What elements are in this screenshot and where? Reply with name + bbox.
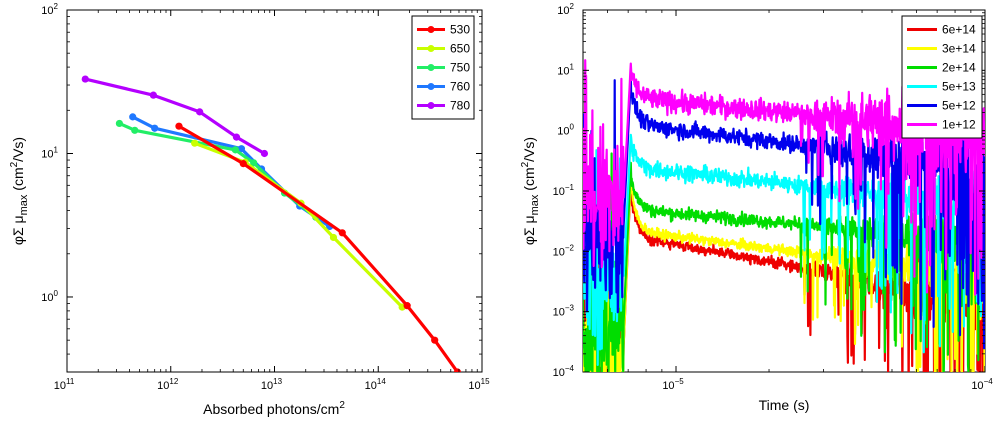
left-data-point-750 — [131, 126, 139, 134]
left-data-point-760 — [151, 124, 159, 132]
left-data-point-760 — [237, 145, 246, 153]
right-x-axis-label: Time (s) — [759, 397, 810, 413]
right-legend-label: 5e+13 — [942, 80, 976, 94]
left-data-point-530 — [431, 336, 439, 344]
right-y-tick-label: 10−2 — [553, 243, 575, 258]
left-legend-label: 530 — [450, 23, 470, 37]
right-legend-label: 6e+14 — [942, 23, 976, 37]
left-legend: 530 650 750 760 780 — [411, 15, 475, 120]
left-x-axis-label: Absorbed photons/cm2 — [203, 400, 345, 417]
right-y-tick-label: 10−1 — [553, 183, 575, 198]
right-y-tick-label: 102 — [557, 2, 574, 17]
left-x-tick-label: 1011 — [54, 377, 75, 392]
right-legend-label: 3e+14 — [942, 42, 976, 56]
left-legend-label: 750 — [450, 61, 470, 75]
right-y-tick-label: 101 — [557, 62, 574, 77]
right-x-tick-label: 10−5 — [662, 377, 684, 392]
right-series-line-2e+14 — [583, 152, 985, 372]
left-data-point-530 — [453, 368, 462, 372]
left-legend-label: 650 — [450, 42, 470, 56]
left-data-point-750 — [115, 119, 124, 128]
left-chart: 1011 1012 1013 1014 1015 100 101 102 Absorbed p… — [9, 2, 490, 417]
left-data-point-780 — [149, 91, 157, 99]
left-legend-marker — [427, 45, 435, 52]
right-series-line-3e+14 — [583, 170, 985, 372]
left-legend-label: 780 — [450, 99, 470, 113]
right-y-axis-label: φΣ μmax (cm2/Vs) — [520, 137, 541, 245]
left-y-axis-label: φΣ μmax (cm2/Vs) — [9, 137, 30, 245]
left-legend-marker — [427, 102, 435, 109]
left-data-point-750 — [250, 159, 258, 167]
left-legend-label: 760 — [450, 80, 470, 94]
left-data-point-780 — [196, 108, 204, 116]
left-data-point-530 — [403, 302, 411, 310]
left-legend-marker — [427, 26, 435, 33]
right-legend-label: 5e+12 — [942, 99, 976, 113]
left-y-tick-label: 100 — [41, 289, 58, 304]
left-series-line-530 — [178, 124, 459, 372]
left-data-point-780 — [232, 133, 241, 141]
right-legend: 6e+14 3e+14 2e+14 5e+13 5e+12 1e+12 — [901, 15, 983, 139]
left-data-point-530 — [338, 229, 346, 237]
right-y-tick-label: 10−4 — [553, 364, 575, 379]
left-x-tick-label: 1013 — [261, 377, 283, 392]
left-y-tick-label: 102 — [41, 2, 58, 17]
left-data-point-780 — [260, 149, 269, 158]
left-data-point-750 — [231, 146, 240, 154]
left-y-tick-label: 101 — [41, 145, 58, 160]
left-x-tick-label: 1012 — [157, 377, 179, 392]
left-data-point-650 — [329, 233, 338, 242]
right-series-line-1e+12 — [583, 59, 985, 296]
left-data-point-780 — [81, 75, 89, 83]
left-legend-marker — [427, 64, 435, 71]
right-legend-label: 2e+14 — [942, 61, 976, 75]
left-legend-marker — [427, 83, 435, 90]
right-legend-label: 1e+12 — [942, 118, 976, 132]
left-data-point-530 — [175, 122, 183, 130]
right-legend-box — [901, 15, 983, 139]
left-x-tick-label: 1015 — [468, 377, 490, 392]
left-x-tick-label: 1014 — [365, 377, 387, 392]
right-y-tick-label: 10−3 — [553, 304, 575, 319]
right-series-line-5e+13 — [583, 133, 985, 366]
left-data-point-530 — [239, 160, 247, 168]
left-data-point-650 — [191, 139, 199, 147]
right-chart: 10−5 10−4 10−4 10−3 10−2 10−1 100 101 102 Time (… — [520, 2, 993, 413]
left-data-point-760 — [129, 113, 137, 121]
right-x-tick-label: 10−4 — [971, 377, 993, 392]
right-y-tick-label: 100 — [557, 123, 574, 138]
